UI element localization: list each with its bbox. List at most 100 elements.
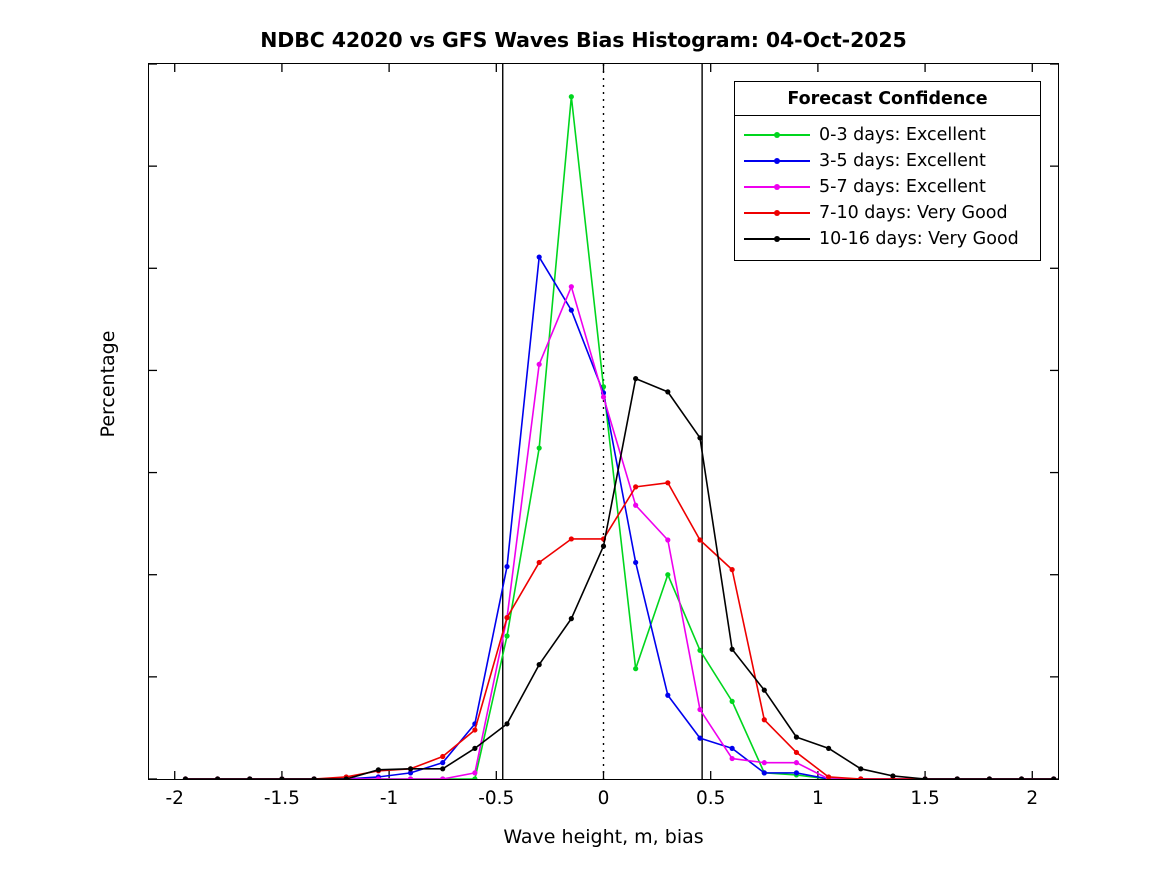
series-1 (182, 254, 1057, 779)
data-point (665, 537, 671, 543)
data-point (311, 776, 317, 779)
legend-item-2[interactable]: 5-7 days: Excellent (735, 174, 1040, 200)
data-point (858, 766, 864, 772)
data-point (633, 484, 639, 490)
data-point (440, 760, 446, 766)
data-point (665, 572, 671, 578)
data-point (633, 666, 639, 672)
data-point (858, 776, 864, 779)
plot-area: 05101520253035 -2-1.5-1-0.500.511.52 Per… (97, 63, 1059, 848)
series-4 (182, 376, 1057, 779)
data-point (600, 394, 607, 400)
data-point (375, 767, 381, 773)
legend-item-0[interactable]: 0-3 days: Excellent (735, 122, 1040, 148)
data-point (182, 776, 189, 779)
legend-item-label: 10-16 days: Very Good (819, 229, 1019, 249)
legend-item-label: 3-5 days: Excellent (819, 151, 986, 171)
data-point (793, 749, 800, 756)
data-point (761, 717, 767, 723)
series-line (184, 95, 1055, 779)
data-point (440, 753, 446, 760)
data-point (1018, 776, 1025, 779)
x-tick-label: 0 (597, 788, 610, 809)
data-point (697, 435, 703, 441)
x-tick-label: -2 (165, 788, 184, 809)
data-point (504, 615, 510, 621)
data-point (215, 776, 221, 779)
data-point (954, 776, 960, 779)
data-point (343, 776, 349, 779)
data-point (568, 536, 574, 542)
data-point (536, 559, 542, 566)
legend-item-3[interactable]: 7-10 days: Very Good (735, 200, 1040, 226)
data-point (826, 774, 832, 779)
data-point (793, 734, 800, 740)
series-line (184, 285, 1055, 779)
legend-marker-icon (774, 157, 780, 164)
legend: Forecast Confidence 0-3 days: Excellent 3… (734, 81, 1041, 261)
x-tick-label: 0.5 (695, 788, 726, 809)
legend-marker-icon (774, 183, 780, 190)
series-line (184, 377, 1055, 779)
data-point (279, 776, 285, 779)
data-point (890, 773, 896, 779)
data-point (729, 567, 735, 573)
data-point (440, 776, 446, 779)
data-point (568, 94, 574, 100)
x-axis-label: Wave height, m, bias (503, 826, 704, 848)
legend-marker-icon (774, 131, 780, 138)
data-point (568, 616, 574, 622)
legend-item-4[interactable]: 10-16 days: Very Good (735, 226, 1040, 252)
data-point (729, 755, 735, 762)
data-point (472, 770, 478, 776)
legend-items: 0-3 days: Excellent 3-5 days: Excellent 5-… (735, 116, 1040, 260)
legend-marker-icon (774, 235, 780, 242)
data-point (697, 647, 703, 653)
data-point (665, 389, 671, 395)
data-point (472, 727, 478, 733)
data-point (375, 776, 381, 779)
data-point (697, 537, 703, 543)
legend-item-1[interactable]: 3-5 days: Excellent (735, 148, 1040, 174)
data-point (826, 745, 832, 751)
data-point (986, 776, 992, 779)
data-point (633, 559, 639, 566)
data-point (665, 480, 671, 486)
data-point (536, 254, 542, 260)
legend-item-label: 7-10 days: Very Good (819, 203, 1008, 223)
data-point (633, 502, 639, 508)
data-point (633, 376, 639, 382)
legend-title: Forecast Confidence (735, 82, 1040, 116)
data-point (922, 776, 928, 779)
data-point (568, 307, 574, 313)
x-tick-label: -0.5 (478, 788, 515, 809)
legend-line-sample-icon (744, 128, 810, 142)
chart-title: NDBC 42020 vs GFS Waves Bias Histogram: … (260, 28, 907, 52)
legend-marker-icon (774, 209, 780, 216)
data-point (761, 770, 767, 776)
series-line (184, 481, 1055, 779)
data-point (697, 735, 703, 741)
data-point (407, 770, 414, 776)
y-axis-label: Percentage (97, 330, 119, 438)
data-point (536, 361, 542, 367)
data-point (536, 662, 542, 668)
data-point (697, 706, 703, 713)
data-point (247, 776, 253, 779)
data-point (472, 776, 478, 779)
data-point (407, 766, 414, 772)
x-tick-label: 1.5 (910, 788, 940, 809)
data-point (472, 745, 478, 751)
series-line (184, 256, 1055, 779)
legend-line-sample-icon (744, 154, 810, 168)
x-tick-label: 2 (1026, 788, 1039, 809)
legend-line-sample-icon (744, 232, 810, 246)
data-point (536, 445, 542, 451)
data-point (407, 776, 414, 779)
data-point (504, 563, 510, 570)
data-point (761, 687, 767, 693)
data-point (793, 770, 800, 776)
data-point (761, 760, 767, 766)
data-point (793, 760, 800, 766)
